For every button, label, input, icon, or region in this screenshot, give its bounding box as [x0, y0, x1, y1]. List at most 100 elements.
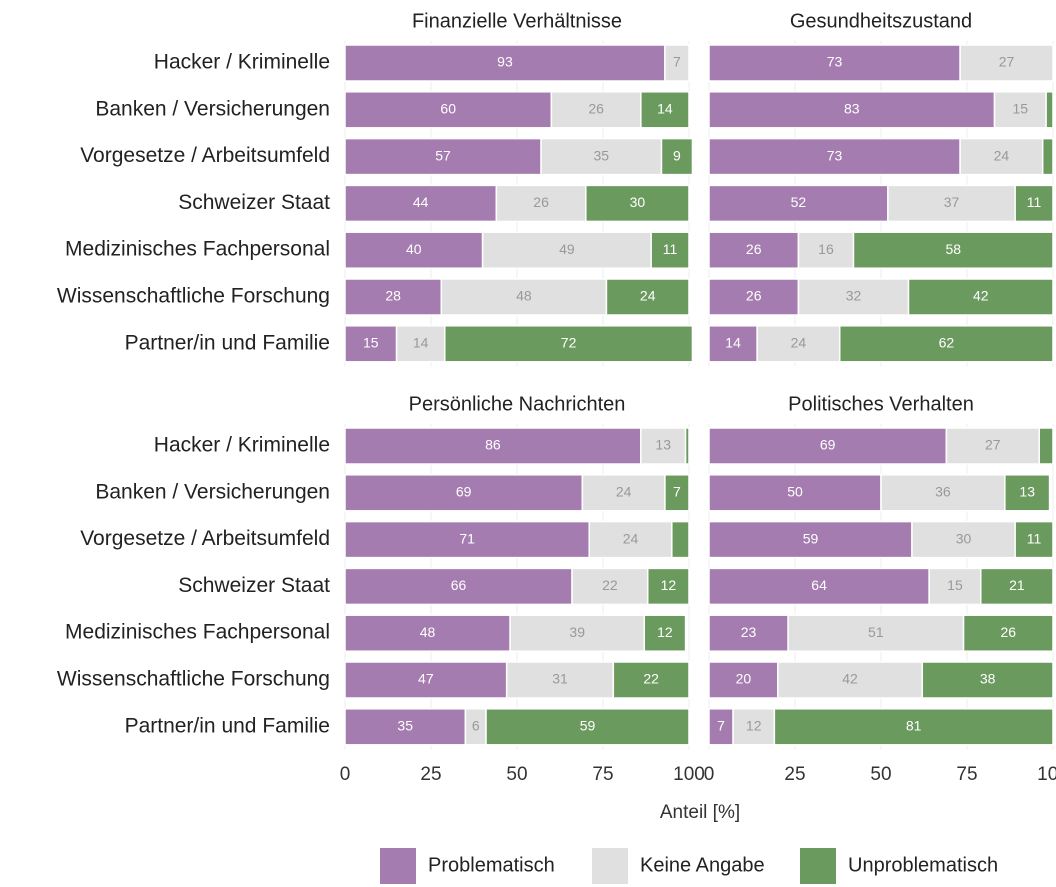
category-label: Partner/in und Familie	[125, 714, 330, 737]
bar-segment	[650, 231, 690, 269]
bar-segment	[640, 91, 690, 129]
bar-segment	[660, 137, 694, 176]
bar-segment	[708, 427, 948, 465]
bar-segment	[708, 278, 800, 316]
category-label: Medizinisches Fachpersonal	[65, 238, 330, 261]
panel-title: Persönliche Nachrichten	[409, 393, 626, 415]
value-label: 35	[593, 147, 609, 163]
value-label: 83	[844, 101, 860, 117]
value-label: 20	[736, 671, 752, 687]
bar-segment	[509, 614, 646, 652]
value-label: 93	[497, 54, 513, 70]
bar-segment	[708, 474, 882, 512]
value-label: 24	[623, 530, 639, 546]
bar-segment	[344, 708, 467, 746]
value-label: 36	[935, 484, 951, 500]
value-label: 81	[906, 718, 922, 734]
x-tick-label: 100	[1037, 764, 1056, 785]
legend-swatch	[800, 848, 836, 884]
value-label: 9	[673, 147, 681, 163]
category-label: Banken / Versicherungen	[95, 480, 330, 503]
bar-segment	[581, 474, 666, 512]
value-label: 60	[440, 101, 456, 117]
bar-segment	[1041, 137, 1054, 176]
x-axis-label: Anteil [%]	[660, 802, 740, 823]
value-label: 21	[1009, 577, 1025, 593]
bar-segment	[344, 44, 666, 82]
bar-segment	[571, 567, 649, 606]
value-label: 7	[673, 484, 681, 500]
bar-segment	[671, 520, 690, 559]
x-tick-label: 25	[784, 764, 805, 785]
x-tick-label: 75	[592, 764, 613, 785]
x-tick-label: 50	[870, 764, 891, 785]
legend-label: Unproblematisch	[848, 854, 998, 876]
value-label: 59	[580, 718, 596, 734]
x-tick-label: 0	[704, 764, 715, 785]
value-label: 11	[663, 241, 678, 257]
value-label: 30	[630, 194, 646, 210]
value-label: 73	[827, 147, 843, 163]
value-label: 12	[746, 718, 762, 734]
bar-segment	[646, 567, 690, 606]
bar-segment	[708, 567, 930, 606]
bar-segment	[440, 278, 608, 316]
value-label: 22	[643, 671, 659, 687]
bar-segment	[911, 520, 1016, 559]
value-label: 12	[661, 577, 677, 593]
bar-segment	[344, 184, 498, 223]
value-label: 27	[985, 437, 1001, 453]
bar-segment	[1004, 474, 1051, 512]
bar-segment	[708, 184, 889, 223]
bar-segment	[773, 708, 1054, 746]
category-label: Vorgesetze / Arbeitsumfeld	[80, 527, 330, 550]
bar-segment	[684, 427, 690, 465]
bar-segment	[1014, 520, 1054, 559]
value-label: 48	[516, 288, 532, 304]
value-label: 47	[418, 671, 434, 687]
bar-segment	[959, 44, 1054, 82]
value-label: 26	[533, 194, 549, 210]
bar-segment	[344, 661, 508, 699]
bar-segment	[880, 474, 1006, 512]
value-label: 22	[602, 577, 618, 593]
bar-segment	[980, 567, 1054, 606]
bar-segment	[852, 231, 1054, 269]
category-label: Wissenschaftliche Forschung	[57, 668, 330, 691]
value-label: 15	[1013, 101, 1029, 117]
value-label: 26	[746, 241, 762, 257]
category-label: Partner/in und Familie	[125, 331, 330, 354]
bar-segment	[344, 325, 398, 363]
value-label: 37	[944, 194, 960, 210]
value-label: 11	[1027, 530, 1042, 546]
category-label: Schweizer Staat	[178, 191, 330, 214]
bar-segment	[664, 474, 690, 512]
value-label: 7	[673, 54, 681, 70]
category-label: Schweizer Staat	[178, 574, 330, 597]
value-label: 40	[406, 241, 422, 257]
value-label: 26	[746, 288, 762, 304]
bar-segment	[708, 520, 913, 559]
bar-segment	[344, 427, 642, 465]
value-label: 73	[827, 54, 843, 70]
bar-segment	[921, 661, 1054, 699]
value-label: 71	[459, 530, 475, 546]
bar-segment	[1045, 91, 1054, 129]
panel-title: Gesundheitszustand	[790, 10, 972, 32]
bar-segment	[605, 278, 690, 316]
value-label: 12	[657, 624, 673, 640]
value-label: 59	[803, 530, 819, 546]
bar-segment	[481, 231, 652, 269]
bar-segment	[959, 137, 1044, 176]
bar-segment	[344, 91, 553, 129]
value-label: 14	[725, 335, 741, 351]
value-label: 7	[717, 718, 725, 734]
value-label: 58	[945, 241, 961, 257]
bar-segment	[395, 325, 446, 363]
value-label: 66	[451, 577, 467, 593]
value-label: 15	[363, 335, 379, 351]
bar-segment	[708, 44, 961, 82]
category-label: Medizinisches Fachpersonal	[65, 621, 330, 644]
value-label: 14	[413, 335, 429, 351]
